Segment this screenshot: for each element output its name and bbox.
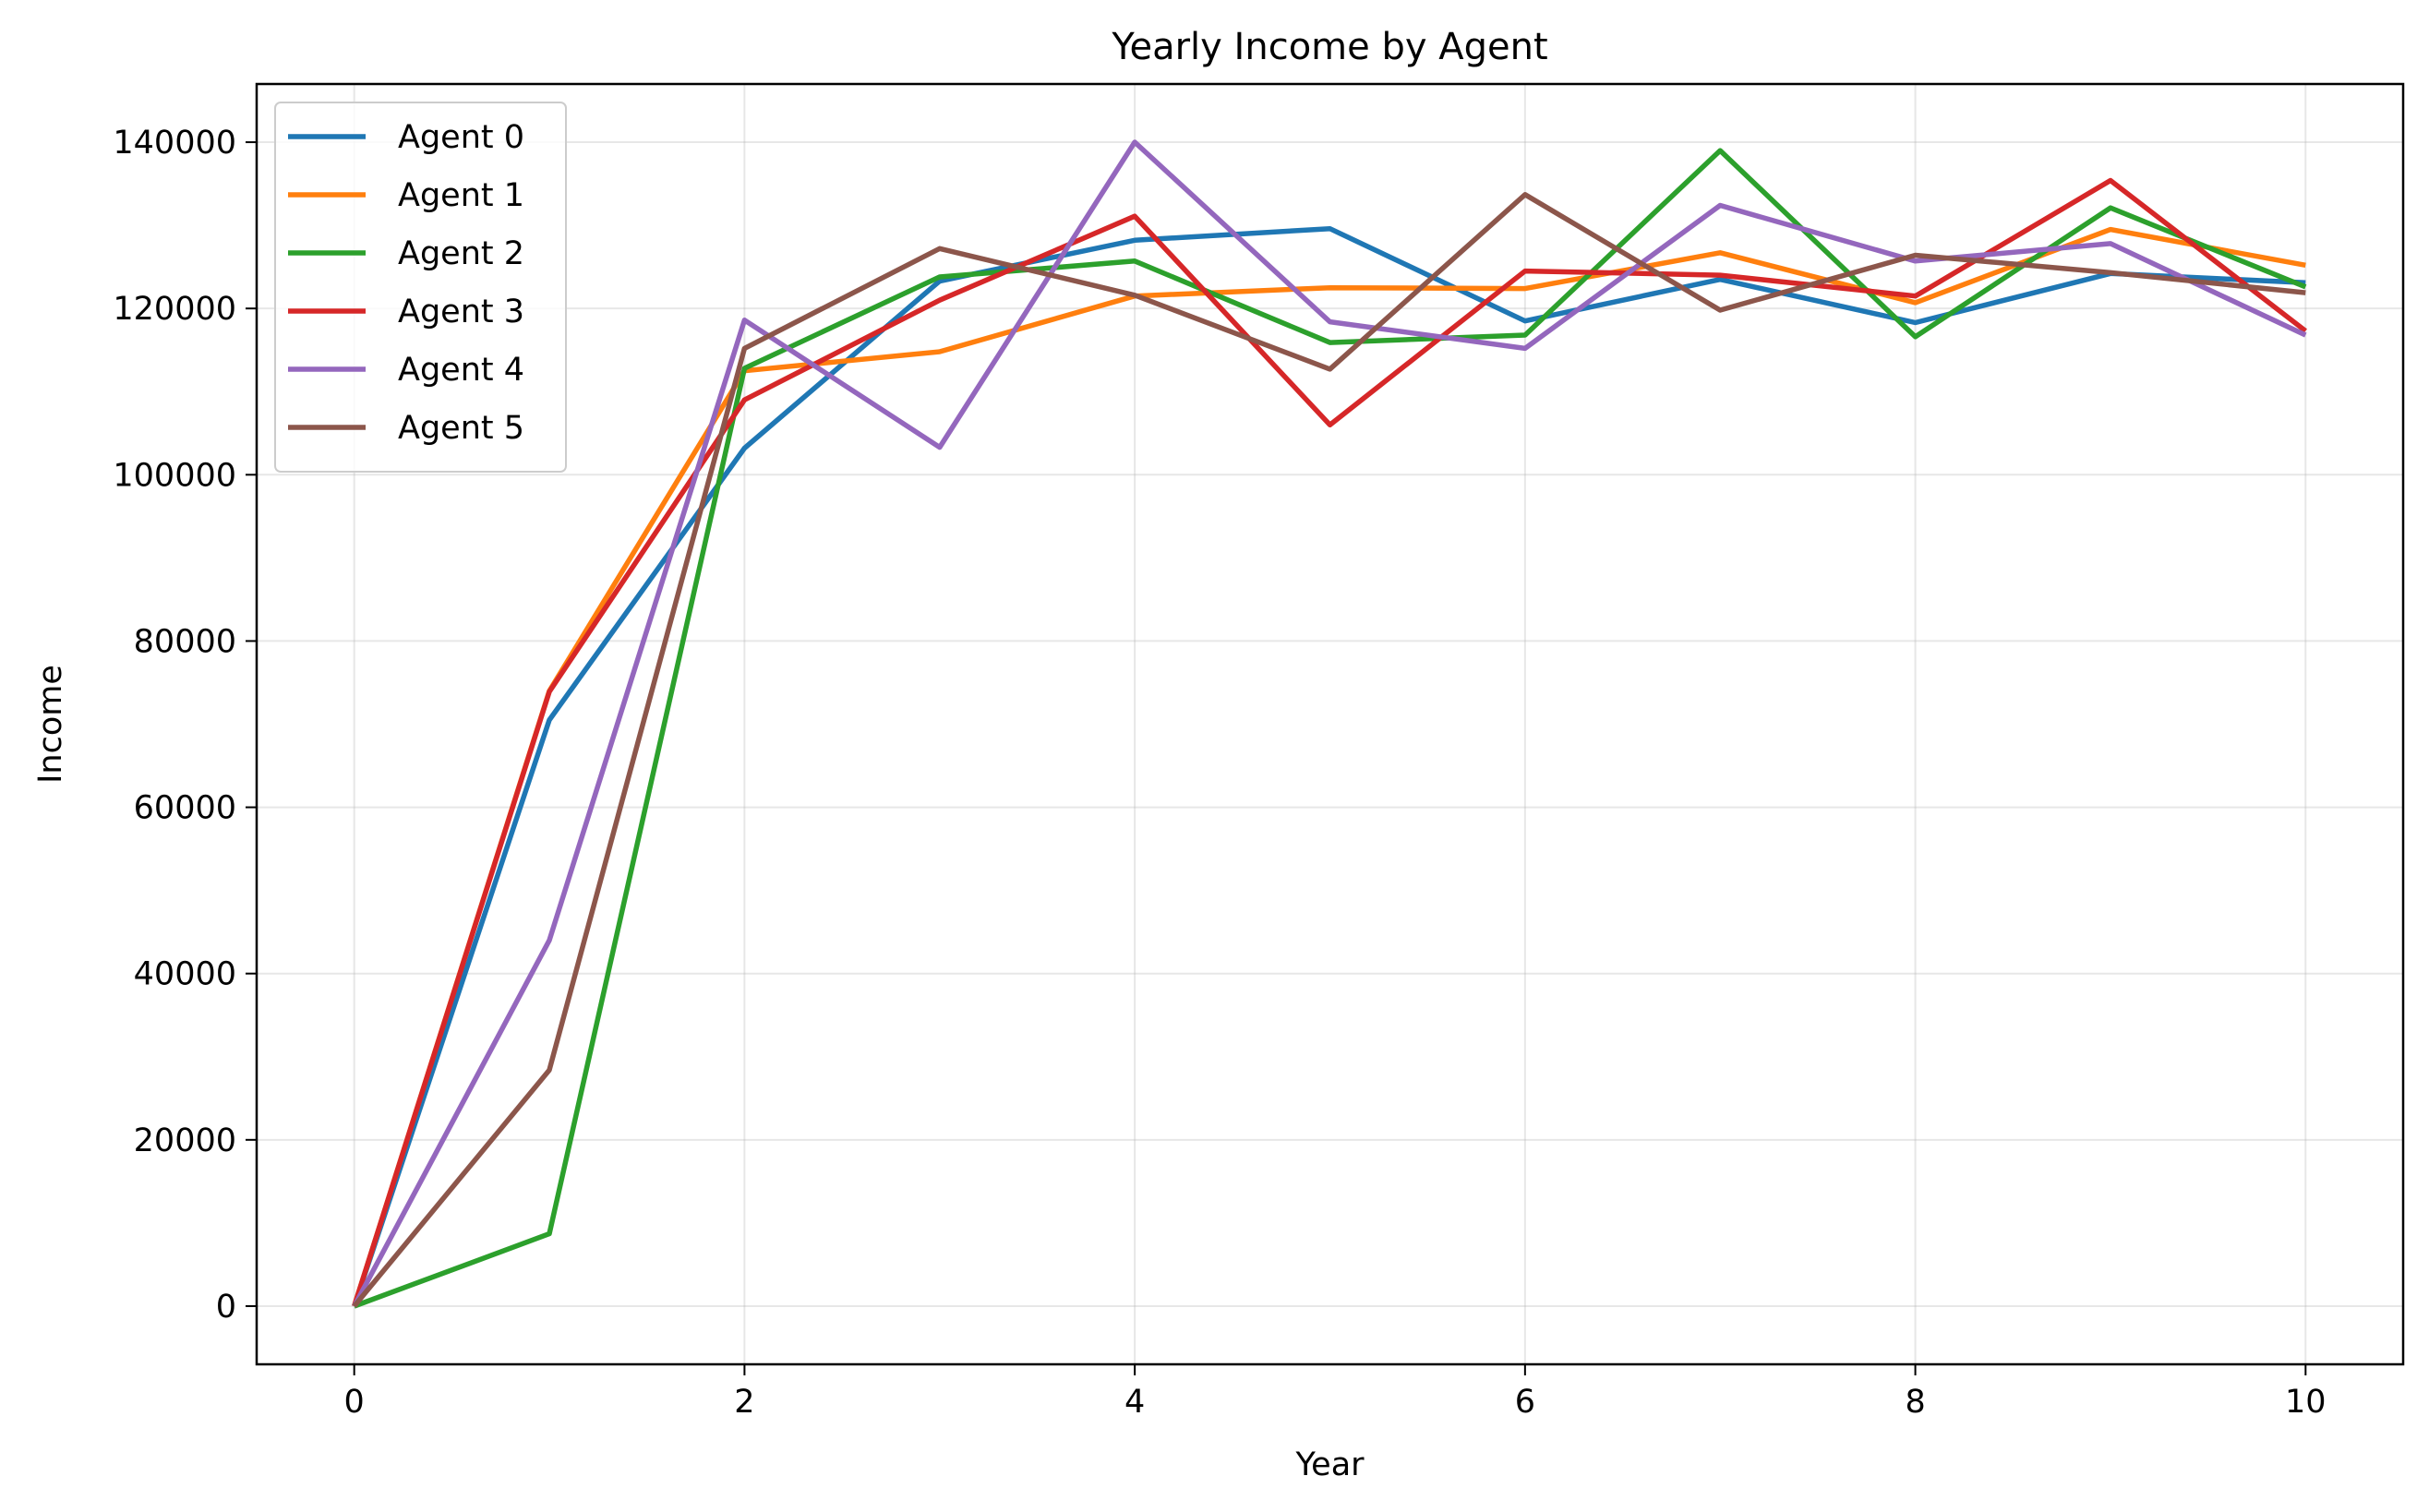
series-line-agent-3: [352, 177, 2307, 1307]
x-axis-label: Year: [1294, 1446, 1365, 1483]
chart-title: Yearly Income by Agent: [1111, 26, 1547, 68]
series-line-agent-4: [352, 139, 2307, 1308]
series-line-agent-5: [352, 192, 2306, 1308]
series-line-agent-0: [352, 225, 2306, 1307]
legend-label: Agent 4: [398, 352, 524, 389]
series-line-agent-1: [352, 226, 2306, 1307]
y-tick-label: 80000: [134, 623, 236, 660]
x-tick-label: 6: [1515, 1384, 1535, 1421]
series-line-agent-2: [353, 148, 2307, 1309]
y-tick-label: 140000: [113, 125, 236, 162]
x-axis-ticks: 0 2 4 6 8 10: [344, 1364, 2327, 1421]
legend-label: Agent 5: [398, 410, 524, 447]
x-tick-label: 10: [2285, 1384, 2327, 1421]
y-tick-label: 0: [216, 1289, 236, 1326]
x-tick-label: 4: [1124, 1384, 1145, 1421]
y-tick-label: 20000: [134, 1122, 236, 1159]
axes-frame: [255, 82, 2405, 1366]
y-tick-label: 100000: [113, 457, 236, 494]
y-tick-label: 120000: [113, 291, 236, 328]
legend-label: Agent 0: [398, 119, 524, 156]
x-tick-label: 2: [734, 1384, 754, 1421]
legend-label: Agent 2: [398, 235, 524, 272]
x-tick-label: 0: [344, 1384, 365, 1421]
grid: [257, 84, 2403, 1364]
y-tick-label: 40000: [134, 956, 236, 993]
y-tick-label: 60000: [134, 790, 236, 827]
series-lines: [352, 139, 2307, 1309]
x-tick-label: 8: [1905, 1384, 1925, 1421]
legend-label: Agent 3: [398, 294, 524, 330]
y-axis-label: Income: [32, 665, 69, 784]
legend: Agent 0 Agent 1 Agent 2 Agent 3 Agent 4 Agent…: [274, 102, 567, 473]
y-axis-ticks: 0 20000 40000 60000 80000 100000 120000 140000: [113, 125, 257, 1326]
legend-label: Agent 1: [398, 177, 524, 214]
